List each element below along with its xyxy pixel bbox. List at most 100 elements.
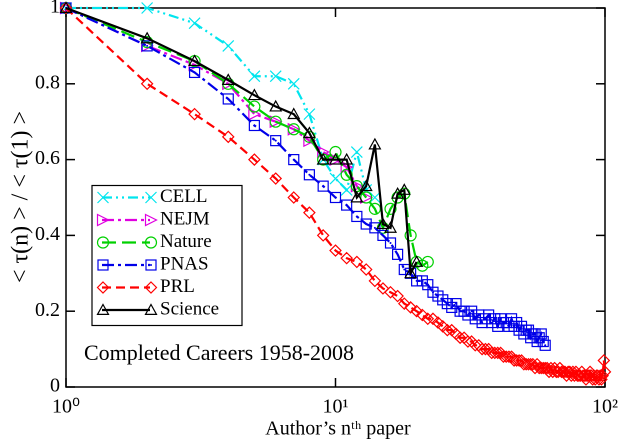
marker-dot <box>381 234 384 237</box>
marker <box>316 229 330 242</box>
marker <box>340 251 354 265</box>
marker <box>368 191 381 204</box>
legend-label: PRL <box>160 276 195 297</box>
marker-dot <box>345 204 348 207</box>
x-tick-label: 10² <box>592 396 618 418</box>
marker-body <box>360 218 372 230</box>
marker <box>287 77 300 90</box>
marker <box>415 308 429 322</box>
marker-body <box>483 309 495 321</box>
marker-body <box>303 169 315 181</box>
marker <box>383 221 398 233</box>
marker <box>340 183 353 196</box>
marker <box>376 282 390 295</box>
marker <box>97 191 109 204</box>
marker-dot <box>542 340 545 343</box>
marker <box>505 350 518 364</box>
x-axis-label: Author’s nᵗʰ paper <box>265 418 411 440</box>
marker <box>144 281 158 294</box>
marker <box>539 339 551 351</box>
marker <box>485 346 499 360</box>
marker <box>384 202 397 215</box>
marker-dot <box>481 321 484 324</box>
marker-dot <box>389 241 392 244</box>
marker <box>596 369 609 382</box>
marker-body <box>141 40 153 52</box>
marker-body <box>539 339 551 351</box>
marker <box>97 259 109 271</box>
marker <box>359 179 373 192</box>
legend-label: PNAS <box>160 253 209 274</box>
marker-dot <box>396 253 399 256</box>
marker-dot <box>463 310 466 313</box>
y-tick-label: 0.4 <box>35 223 60 245</box>
marker <box>351 210 363 223</box>
marker-body <box>222 93 234 105</box>
marker <box>488 346 502 360</box>
marker-dot <box>146 44 149 47</box>
y-tick-label: 0.8 <box>35 71 60 93</box>
x-tick-label: 10¹ <box>323 396 349 418</box>
marker-dot <box>227 97 230 100</box>
marker <box>222 39 235 52</box>
marker-dot <box>525 329 528 332</box>
marker-body <box>329 191 342 204</box>
marker <box>590 369 603 382</box>
marker-dot <box>365 223 368 226</box>
marker <box>188 107 201 121</box>
marker <box>96 236 110 249</box>
marker <box>397 297 411 310</box>
marker-body <box>529 328 541 340</box>
marker <box>302 126 316 139</box>
marker-body <box>270 135 282 147</box>
marker-body <box>97 259 109 271</box>
marker <box>144 236 158 249</box>
marker <box>450 298 462 310</box>
marker <box>188 17 201 30</box>
y-tick-label: 1 <box>50 0 60 18</box>
marker <box>188 66 201 79</box>
marker-dot <box>373 226 376 229</box>
marker-body <box>446 301 458 314</box>
marker <box>368 274 382 288</box>
y-tick-label: 0.6 <box>35 147 60 169</box>
marker <box>248 119 260 132</box>
marker-dot <box>544 344 547 347</box>
marker <box>404 301 417 314</box>
marker <box>248 153 261 166</box>
marker <box>222 93 234 105</box>
marker <box>341 199 353 211</box>
marker <box>317 180 329 192</box>
marker <box>384 285 397 299</box>
marker-body <box>384 237 397 249</box>
marker-body <box>492 320 504 332</box>
marker <box>440 323 454 337</box>
marker <box>491 346 505 360</box>
marker <box>360 191 373 204</box>
marker <box>269 70 282 83</box>
marker <box>479 313 492 325</box>
legend-box <box>91 184 243 327</box>
y-axis-label: < τ(n) > / < τ(1) > <box>8 111 34 283</box>
marker <box>144 213 158 227</box>
marker <box>221 73 235 86</box>
marker <box>96 281 110 294</box>
marker-body <box>351 210 363 223</box>
marker <box>328 152 343 165</box>
marker <box>544 361 558 375</box>
marker <box>59 1 73 13</box>
marker <box>593 369 607 382</box>
marker-dot <box>540 332 543 335</box>
marker <box>350 255 364 269</box>
marker <box>421 255 434 269</box>
marker <box>528 361 542 375</box>
marker-dot <box>477 313 480 316</box>
marker <box>329 145 342 159</box>
marker <box>587 369 601 382</box>
marker-body <box>288 154 300 166</box>
marker <box>303 206 316 220</box>
marker <box>462 309 474 321</box>
marker <box>483 309 495 321</box>
marker <box>384 237 397 249</box>
